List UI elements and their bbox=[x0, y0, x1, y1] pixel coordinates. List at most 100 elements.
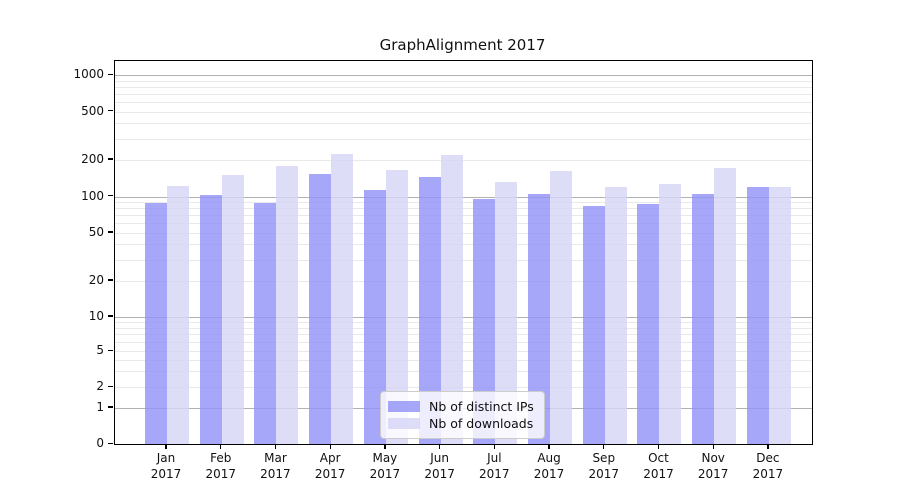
gridline-5 bbox=[115, 351, 812, 352]
y-tick-label-2: 2 bbox=[96, 379, 104, 393]
gridline-90 bbox=[115, 202, 812, 204]
bar-downloads-mar bbox=[276, 165, 299, 444]
x-tick-mark-dec bbox=[767, 444, 769, 449]
x-tick-mark-jan bbox=[165, 444, 167, 449]
x-tick-mark-may bbox=[384, 444, 386, 449]
gridline-8 bbox=[115, 327, 812, 329]
legend-label-downloads: Nb of downloads bbox=[429, 416, 534, 431]
y-tick-label-50: 50 bbox=[88, 224, 104, 239]
legend-swatch-distinct-ips bbox=[388, 401, 420, 412]
gridline-50 bbox=[115, 232, 812, 234]
gridline-700 bbox=[115, 93, 812, 95]
bar-downloads-feb bbox=[221, 175, 244, 444]
bar-distinct-ips-oct bbox=[637, 203, 660, 444]
gridline-300 bbox=[115, 138, 812, 140]
x-tick-mark-jun bbox=[438, 444, 441, 449]
y-tick-mark-10 bbox=[108, 315, 113, 317]
bar-distinct-ips-nov bbox=[692, 193, 715, 444]
legend-label-distinct-ips: Nb of distinct IPs bbox=[429, 399, 534, 414]
gridline-900 bbox=[115, 80, 812, 82]
x-tick-label-sep: Sep 2017 bbox=[588, 451, 620, 481]
x-tick-mark-feb bbox=[220, 444, 222, 449]
bar-distinct-ips-jan bbox=[145, 203, 167, 444]
y-tick-mark-1000 bbox=[108, 73, 113, 75]
x-tick-label-feb: Feb 2017 bbox=[205, 451, 236, 481]
chart-title: GraphAlignment 2017 bbox=[379, 36, 546, 54]
y-tick-mark-1 bbox=[108, 406, 113, 408]
x-tick-label-nov: Nov 2017 bbox=[697, 451, 729, 481]
x-tick-mark-apr bbox=[329, 444, 331, 449]
legend: Nb of distinct IPs Nb of downloads bbox=[380, 391, 545, 439]
gridline-40 bbox=[115, 244, 812, 246]
y-tick-label-20: 20 bbox=[88, 272, 104, 287]
gridline-30 bbox=[115, 259, 812, 261]
bar-distinct-ips-mar bbox=[254, 202, 277, 444]
x-tick-label-jan: Jan 2017 bbox=[150, 451, 182, 481]
gridline-400 bbox=[115, 123, 812, 125]
bar-downloads-dec bbox=[768, 186, 791, 444]
gridline-2 bbox=[115, 387, 812, 388]
bar-downloads-jul bbox=[495, 182, 518, 444]
gridline-1000 bbox=[115, 75, 812, 77]
y-tick-label-0: 0 bbox=[96, 436, 104, 450]
y-tick-label-500: 500 bbox=[81, 103, 104, 118]
y-tick-mark-200 bbox=[108, 158, 113, 160]
x-tick-mark-aug bbox=[548, 444, 550, 449]
gridline-4 bbox=[115, 359, 812, 361]
legend-item-downloads: Nb of downloads bbox=[388, 415, 534, 432]
x-tick-label-oct: Oct 2017 bbox=[643, 451, 674, 481]
y-tick-label-10: 10 bbox=[88, 308, 104, 323]
x-tick-mark-sep bbox=[603, 444, 605, 449]
y-tick-label-5: 5 bbox=[96, 343, 104, 357]
bar-downloads-sep bbox=[604, 186, 627, 444]
gridline-20 bbox=[115, 280, 812, 282]
y-tick-label-1: 1 bbox=[96, 399, 104, 414]
bar-downloads-apr bbox=[331, 153, 354, 444]
y-tick-mark-0 bbox=[108, 442, 113, 444]
gridline-500 bbox=[115, 111, 812, 113]
bar-distinct-ips-apr bbox=[309, 173, 332, 444]
bar-downloads-aug bbox=[550, 170, 573, 444]
x-tick-label-apr: Apr 2017 bbox=[314, 451, 346, 481]
bar-downloads-may bbox=[385, 170, 408, 444]
gridline-6 bbox=[115, 342, 812, 344]
bar-distinct-ips-feb bbox=[199, 195, 222, 444]
x-tick-label-aug: Aug 2017 bbox=[533, 451, 565, 481]
gridline-9 bbox=[115, 322, 812, 324]
y-tick-mark-20 bbox=[108, 279, 113, 281]
bar-downloads-jan bbox=[167, 186, 189, 444]
legend-item-distinct-ips: Nb of distinct IPs bbox=[388, 398, 534, 415]
gridline-60 bbox=[115, 223, 812, 225]
y-tick-mark-50 bbox=[108, 231, 113, 233]
legend-swatch-downloads bbox=[388, 418, 420, 429]
x-tick-label-jul: Jul 2017 bbox=[479, 451, 510, 481]
gridline-70 bbox=[115, 215, 812, 217]
x-tick-label-mar: Mar 2017 bbox=[260, 451, 291, 481]
x-tick-mark-mar bbox=[274, 444, 277, 449]
gridline-3 bbox=[115, 371, 812, 373]
gridline-80 bbox=[115, 208, 812, 210]
plot-area: Nb of distinct IPs Nb of downloads bbox=[114, 60, 813, 445]
gridline-7 bbox=[115, 334, 812, 336]
x-tick-label-may: May 2017 bbox=[369, 451, 401, 481]
y-tick-mark-100 bbox=[108, 195, 113, 197]
bar-downloads-oct bbox=[659, 184, 682, 444]
y-tick-mark-500 bbox=[108, 110, 113, 112]
y-tick-mark-5 bbox=[108, 349, 113, 351]
y-tick-label-1000: 1000 bbox=[73, 67, 104, 82]
gridline-600 bbox=[115, 101, 812, 103]
gridline-10 bbox=[115, 316, 812, 318]
bar-downloads-jun bbox=[440, 154, 463, 444]
x-tick-mark-jul bbox=[493, 444, 495, 449]
bar-distinct-ips-jul bbox=[473, 199, 496, 444]
bar-distinct-ips-jun bbox=[418, 176, 441, 444]
gridline-800 bbox=[115, 86, 812, 88]
gridline-100 bbox=[115, 196, 812, 198]
bar-distinct-ips-may bbox=[363, 189, 386, 444]
x-tick-label-dec: Dec 2017 bbox=[752, 451, 784, 481]
x-tick-mark-oct bbox=[657, 444, 660, 449]
gridline-200 bbox=[115, 159, 812, 161]
x-tick-mark-nov bbox=[712, 444, 714, 449]
bar-downloads-nov bbox=[714, 167, 737, 444]
